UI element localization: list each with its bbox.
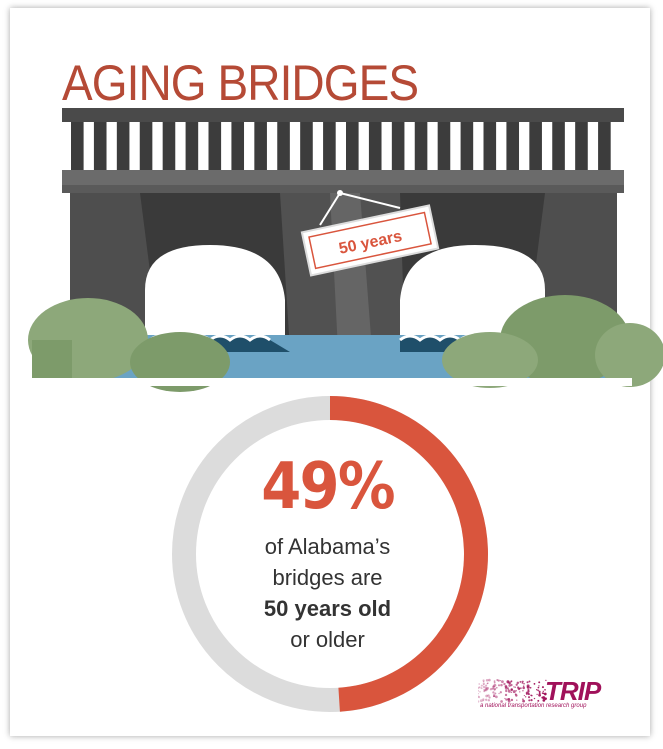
trip-logo-text: TRIP [545, 676, 601, 706]
railing-post [185, 122, 199, 170]
railing-post [71, 122, 84, 170]
railing-post [368, 122, 382, 170]
donut-value-arc [329, 396, 488, 712]
percent-donut [172, 396, 488, 712]
railing-post [437, 122, 451, 170]
railing-post [231, 122, 245, 170]
railing-post [208, 122, 222, 170]
trip-logo-tagline: a national transportation research group [480, 703, 587, 709]
page-title: AGING BRIDGES [62, 55, 419, 111]
railing-post [483, 122, 497, 170]
stat-block: 49% of Alabama’s bridges are 50 years ol… [230, 455, 425, 655]
railing-post [391, 122, 405, 170]
left-arch [145, 245, 285, 350]
railing-post [460, 122, 474, 170]
railing-post [277, 122, 290, 170]
railing-post [414, 122, 428, 170]
railing-post [506, 122, 520, 170]
trip-logo-mark [478, 678, 547, 703]
railing-post [116, 122, 130, 170]
railing-post [552, 122, 565, 170]
railing-post [529, 122, 542, 170]
railing-post [254, 122, 267, 170]
bush-left-front [130, 332, 230, 392]
railing-post [575, 122, 588, 170]
railing-post [93, 122, 107, 170]
stat-line-1: of Alabama’s [264, 534, 391, 559]
railing-post [323, 122, 336, 170]
railing-top [62, 108, 624, 122]
railing-post [139, 122, 153, 170]
stat-line-4: or older [290, 627, 365, 652]
stat-line-3: 50 years old [263, 596, 392, 621]
railing-posts [71, 122, 611, 170]
stat-line-2: bridges are [272, 565, 383, 590]
bridge-deck [62, 170, 624, 188]
railing-post [598, 122, 611, 170]
railing-post [162, 122, 176, 170]
fifty-years-sign: 50 years [300, 204, 440, 277]
percent-value: 49% [261, 450, 395, 524]
railing-post [300, 122, 313, 170]
bush-right-front [442, 332, 538, 388]
railing-post [346, 122, 359, 170]
